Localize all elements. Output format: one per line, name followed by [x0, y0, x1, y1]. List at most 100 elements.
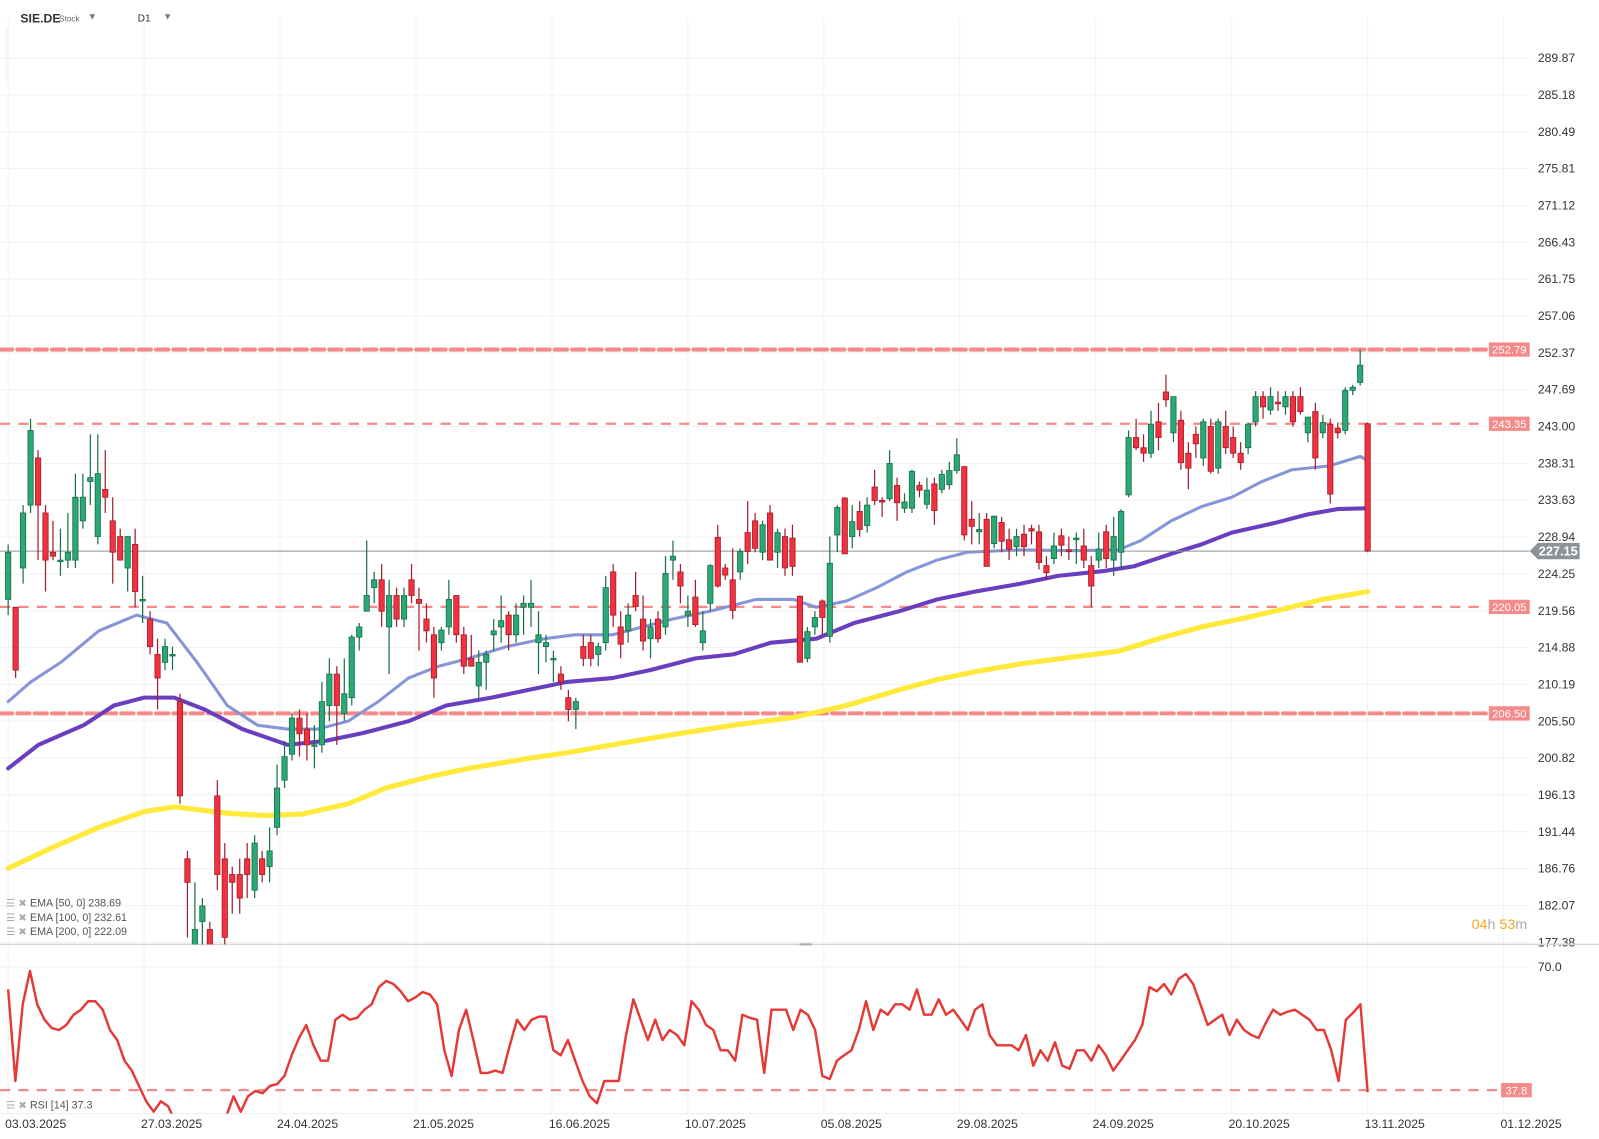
candle-bearish — [1207, 418, 1214, 474]
legend-value: 222.09 — [94, 925, 127, 939]
candle-bullish — [363, 540, 370, 612]
candle-body — [542, 642, 550, 647]
candle-body — [288, 717, 296, 755]
settings-menu-icon[interactable]: ☰ — [6, 926, 16, 939]
candle-bullish — [341, 658, 348, 722]
candle-body — [849, 521, 856, 537]
remove-indicator-icon[interactable]: ✖ — [18, 912, 27, 924]
candle-body — [819, 600, 826, 618]
candle-body — [490, 630, 497, 636]
rsi-level-badge — [1501, 1083, 1532, 1098]
candle-body — [303, 728, 311, 746]
timeframe-selector[interactable]: D1 — [137, 13, 151, 25]
candle-body — [453, 595, 460, 636]
candle-body — [774, 532, 781, 553]
legend-label: EMA [200, 0] — [29, 925, 92, 939]
candle-body — [572, 701, 579, 710]
ema-line-50 — [6, 454, 1370, 731]
candle-bearish — [879, 497, 886, 517]
candle-bullish — [908, 469, 916, 513]
candle-body — [1230, 437, 1237, 454]
candle-bullish — [864, 497, 871, 533]
symbol-dropdown-caret-down-icon[interactable]: ▼ — [87, 11, 97, 22]
remove-indicator-icon[interactable]: ✖ — [18, 898, 27, 910]
candle-body — [1282, 396, 1289, 408]
candle-body — [94, 473, 101, 537]
candle-body — [109, 520, 116, 553]
price-axis-tick: 233.63 — [1538, 493, 1576, 507]
remove-indicator-icon[interactable]: ✖ — [18, 926, 27, 939]
candle-body — [1215, 421, 1222, 469]
candle-body — [610, 571, 617, 616]
candle-bearish — [1103, 524, 1110, 568]
candle-bearish — [632, 571, 639, 612]
candle-bullish — [699, 611, 706, 651]
candle-bullish — [318, 681, 325, 753]
candle-bearish — [229, 866, 236, 914]
candle-body — [176, 701, 184, 797]
candle-body — [513, 614, 520, 636]
price-axis-tick: 205.50 — [1538, 714, 1576, 728]
candle-bullish — [191, 882, 198, 945]
candle-bearish — [296, 709, 303, 757]
candle-bearish — [1162, 374, 1170, 407]
candle-body — [400, 595, 408, 620]
candle-body — [1155, 421, 1162, 438]
candle-body — [908, 470, 916, 509]
candle-body — [707, 565, 714, 604]
candle-body — [415, 599, 423, 604]
candle-body — [1192, 433, 1199, 445]
candle-body — [1035, 531, 1043, 563]
candle-bullish — [625, 603, 632, 643]
candle-bullish — [946, 461, 953, 490]
remove-indicator-icon[interactable]: ✖ — [18, 1100, 27, 1112]
price-axis-tick: 200.82 — [1538, 751, 1576, 765]
candle-body — [1342, 389, 1349, 431]
candle-body — [1319, 422, 1326, 434]
candle-body — [602, 587, 609, 644]
candle-body — [1185, 452, 1192, 469]
settings-menu-icon[interactable]: ☰ — [6, 898, 16, 910]
current-price-badge — [1529, 542, 1580, 560]
candle-bearish — [871, 469, 878, 506]
candle-body — [102, 488, 109, 498]
price-axis-tick: 238.31 — [1538, 456, 1576, 470]
candle-body — [931, 483, 938, 512]
candle-body — [430, 634, 437, 679]
candle-bullish — [1282, 391, 1289, 415]
candle-body — [1349, 386, 1356, 391]
candle-body — [199, 905, 206, 923]
candle-bearish — [1230, 426, 1237, 458]
candle-body — [378, 579, 385, 612]
candle-bullish — [520, 595, 527, 635]
candle-bearish — [781, 528, 789, 576]
candle-bearish — [393, 587, 400, 627]
candle-bearish — [430, 626, 437, 698]
candle-body — [901, 501, 908, 509]
candle-bullish — [707, 564, 714, 612]
candle-body — [132, 543, 139, 592]
settings-menu-icon[interactable]: ☰ — [6, 912, 16, 924]
candle-bearish — [916, 481, 923, 498]
candle-bullish — [527, 579, 535, 627]
candle-body — [87, 477, 94, 482]
panel-resize-handle[interactable] — [799, 943, 812, 946]
settings-menu-icon[interactable]: ☰ — [6, 1100, 16, 1112]
candle-bearish — [147, 611, 154, 655]
candle-bullish — [169, 646, 176, 671]
candle-bearish — [1289, 391, 1296, 427]
timeframe-dropdown-caret-down-icon[interactable]: ▼ — [163, 11, 173, 22]
candle-body — [729, 579, 736, 611]
candle-body — [684, 610, 691, 616]
level-price-label: 252.79 — [1492, 345, 1526, 357]
candle-body — [565, 697, 572, 710]
symbol-name[interactable]: SIE.DE — [20, 11, 61, 26]
candle-bearish — [303, 713, 311, 761]
candle-body — [796, 595, 803, 663]
x-axis-tick: 24.09.2025 — [1093, 1117, 1154, 1131]
ema-line-200 — [5, 589, 1371, 871]
candle-bullish — [542, 634, 550, 663]
candle-bearish — [1058, 528, 1065, 557]
level-price-label: 220.05 — [1492, 602, 1526, 614]
